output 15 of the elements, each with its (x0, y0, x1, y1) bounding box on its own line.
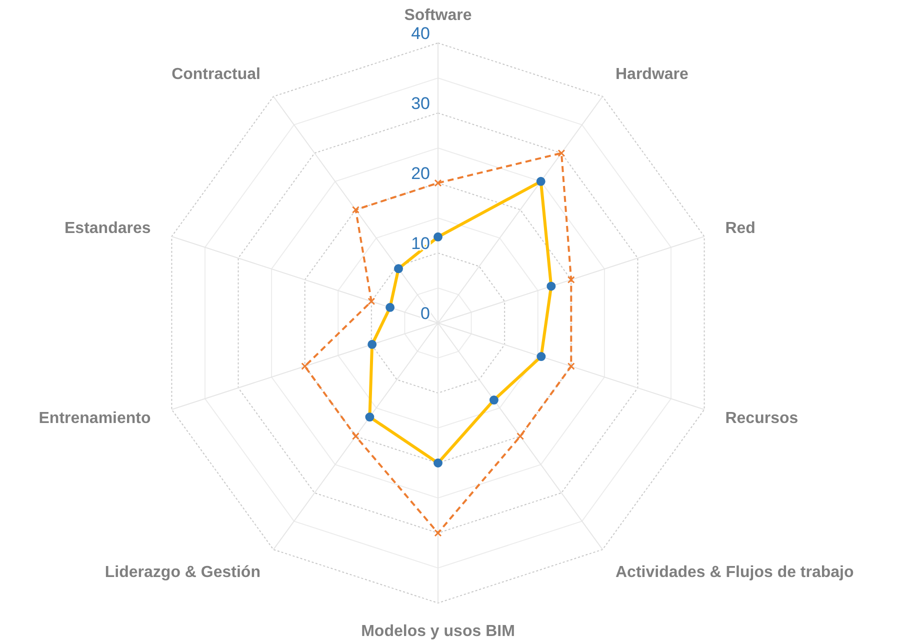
spoke-label: Modelos y usos BIM (361, 623, 515, 640)
y-tick-label: 30 (411, 94, 430, 113)
spoke-label: Liderazgo & Gestión (104, 564, 260, 582)
spoke-label: Recursos (725, 410, 798, 428)
spoke-label: Software (404, 7, 472, 24)
spoke-label: Actividades & Flujos de trabajo (616, 564, 854, 582)
y-tick-label: 20 (411, 164, 430, 183)
spoke-label: Contractual (172, 66, 260, 83)
spoke-label: Estandares (64, 220, 151, 237)
spoke-label: Red (725, 220, 756, 237)
spoke-label: Hardware (616, 66, 689, 83)
y-tick-label: 0 (420, 304, 430, 323)
y-tick-label: 10 (411, 234, 430, 253)
y-tick-label: 40 (411, 24, 430, 43)
spoke-label: Entrenamiento (38, 410, 152, 428)
